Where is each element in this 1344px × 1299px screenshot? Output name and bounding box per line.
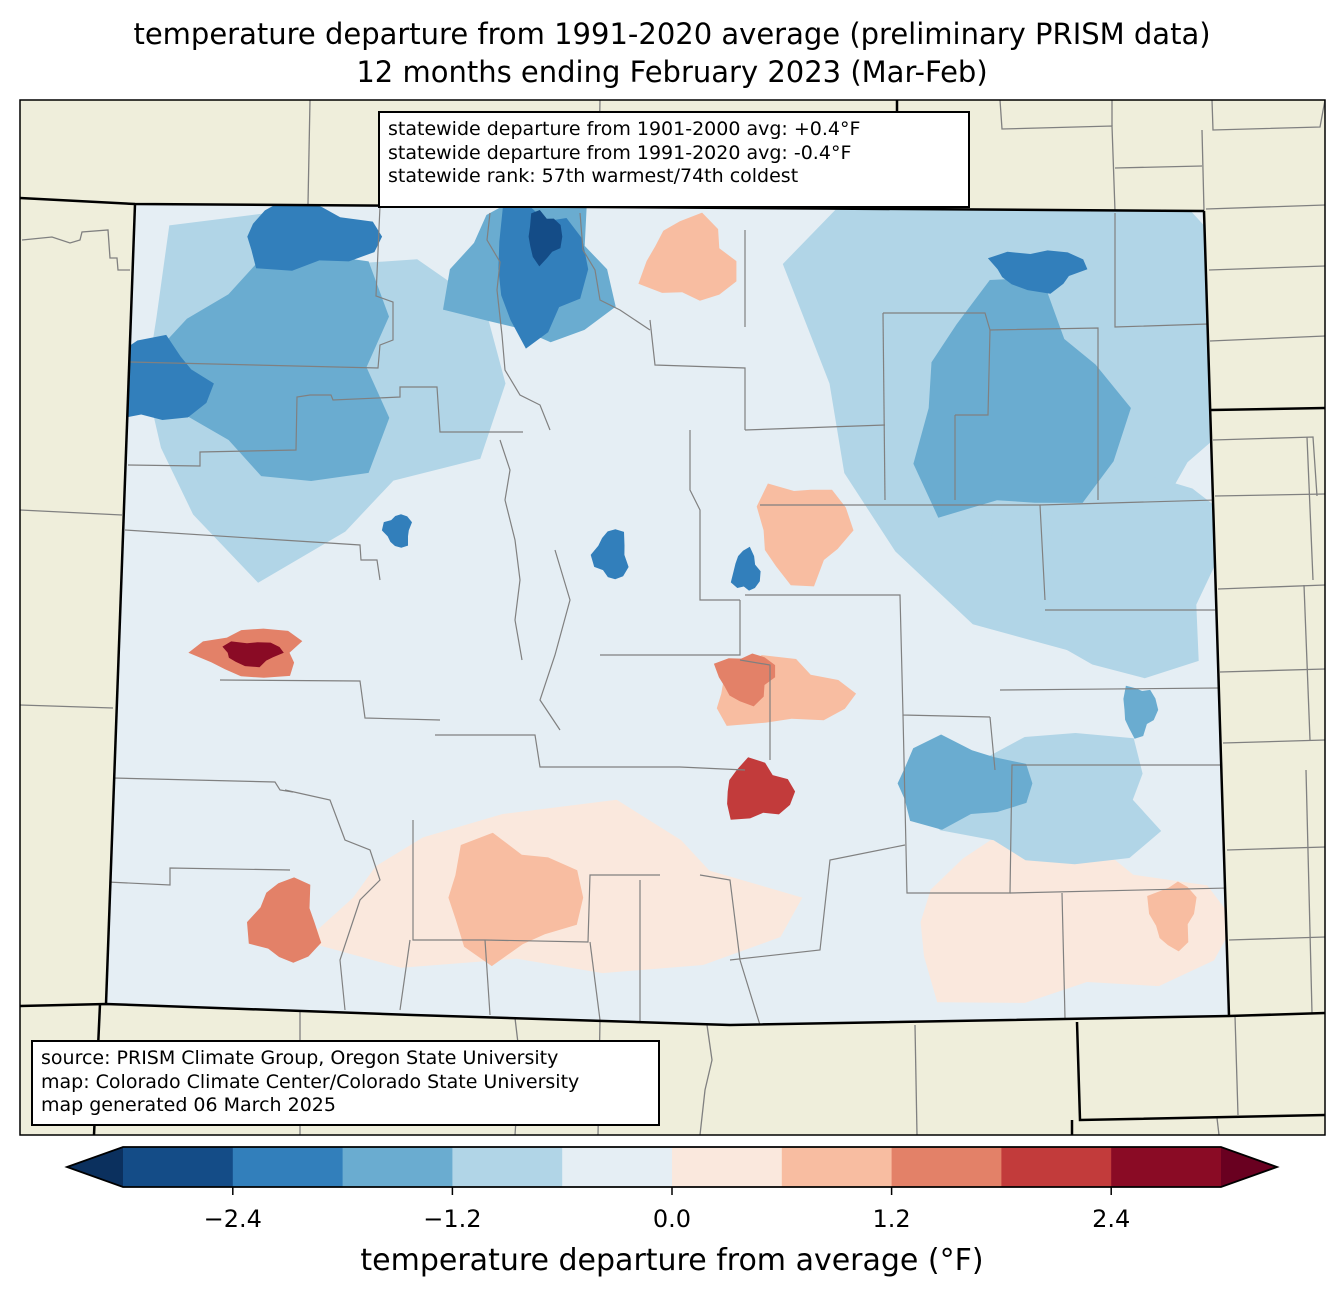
anomaly-region-mesa-hot [222, 641, 284, 668]
colorbar-tick-label: 1.2 [872, 1205, 911, 1233]
statewide-stats-box: statewide departure from 1901-2000 avg: … [378, 111, 970, 208]
anomaly-region-lincoln-warm [756, 483, 854, 587]
anomaly-region-logan-core [987, 250, 1088, 294]
source-attribution-box: source: PRISM Climate Group, Oregon Stat… [31, 1040, 660, 1126]
anomaly-region-ouray-warm [247, 877, 322, 963]
state-borders [20, 100, 1325, 1135]
map-credit-line: map: Colorado Climate Center/Colorado St… [41, 1070, 580, 1093]
source-line: source: PRISM Climate Group, Oregon Stat… [41, 1047, 559, 1069]
anomaly-region-kiowa-colder [897, 734, 1033, 830]
colorbar-segment [232, 1147, 344, 1187]
stats-line-rank: statewide rank: 57th warmest/74th coldes… [388, 165, 799, 187]
anomaly-region-rio-grande-warm [448, 832, 584, 967]
stats-line-1901-2000: statewide departure from 1901-2000 avg: … [388, 118, 861, 140]
colorbar-under-arrow [67, 1147, 123, 1187]
anomaly-region-north-park-core [498, 204, 589, 349]
anomaly-region-pueblo-warm [713, 653, 776, 707]
anomaly-region-east-central-cold [987, 473, 1229, 679]
anomaly-region-cheyenne-blob [1123, 685, 1159, 739]
anomaly-region-park-core [590, 529, 629, 580]
colorado-county-borders [107, 205, 1229, 1025]
colorbar-outline [64, 1146, 1280, 1188]
colorbar-tick-label: −1.2 [423, 1205, 482, 1233]
anomaly-region-larimer-warm [638, 212, 737, 301]
colorbar-segment [781, 1147, 893, 1187]
chart-title: temperature departure from 1991-2020 ave… [133, 17, 1211, 51]
map-frame [19, 99, 1326, 1136]
colorbar-segment [452, 1147, 563, 1187]
stats-line-1991-2020: statewide departure from 1991-2020 avg: … [388, 141, 852, 164]
colorbar-over-arrow [1221, 1147, 1277, 1187]
anomaly-region-northeast-colder [913, 277, 1131, 518]
colorbar-tick-label: 0.0 [652, 1205, 692, 1233]
colorbar-segment [342, 1147, 453, 1187]
anomaly-region-routt-north [247, 204, 383, 271]
generated-date-line: map generated 06 March 2025 [41, 1094, 336, 1116]
anomaly-region-north-park-min [528, 210, 563, 267]
colorbar-segment [1001, 1147, 1112, 1187]
colorbar-segment [1111, 1147, 1222, 1187]
colorbar-label: temperature departure from average (°F) [360, 1243, 984, 1278]
chart-subtitle: 12 months ending February 2023 (Mar-Feb) [356, 55, 988, 89]
temperature-field [106, 204, 1229, 1025]
anomaly-region-teller-core [730, 546, 761, 591]
colorbar-segment [562, 1147, 673, 1187]
anomaly-region-pueblo-hot [727, 757, 796, 820]
colorbar-segment [891, 1147, 1002, 1187]
colorbar [64, 1146, 1280, 1195]
colorbar-segment [672, 1147, 783, 1187]
anomaly-region-northwest-colder [141, 253, 390, 481]
colorbar-tick-label: 2.4 [1092, 1205, 1131, 1233]
anomaly-region-baca-warm [1147, 881, 1197, 952]
anomaly-region-kiowa-cold [908, 733, 1162, 865]
anomaly-region-se-warm [920, 822, 1229, 1003]
anomaly-region-summit-core [381, 514, 412, 548]
colorbar-tick-label: −2.4 [203, 1205, 262, 1233]
colorbar-segment [123, 1147, 234, 1187]
